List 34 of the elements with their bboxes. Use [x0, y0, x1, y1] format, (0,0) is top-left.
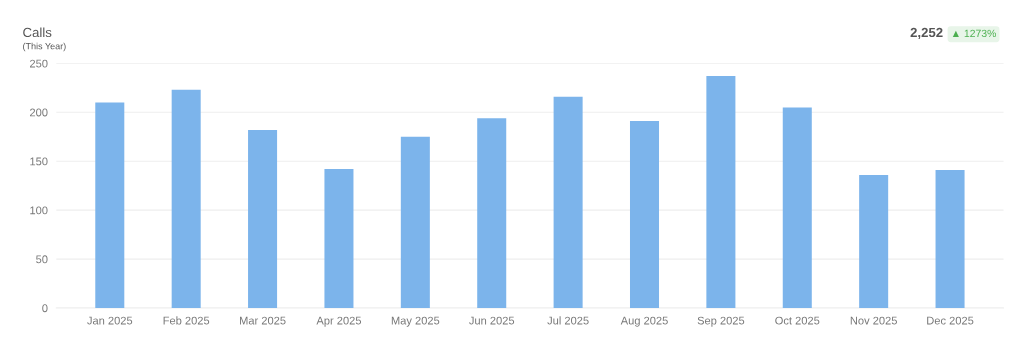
y-tick-label: 200 — [30, 108, 48, 117]
text: 2,252 — [910, 27, 943, 39]
y-tick-label: 150 — [30, 157, 48, 166]
x-tick-label: Oct 2025 — [775, 316, 820, 325]
y-tick-label: 250 — [30, 59, 48, 68]
text: ▲ 1273% — [952, 29, 996, 38]
bar — [553, 96, 583, 308]
x-tick-label: Jun 2025 — [469, 316, 515, 325]
bar — [477, 118, 507, 308]
chart-title: Calls — [23, 27, 52, 38]
x-tick-label: Apr 2025 — [316, 316, 362, 327]
x-tick-label: Sep 2025 — [697, 316, 745, 327]
bar — [629, 121, 660, 308]
bar — [935, 170, 965, 308]
bar — [324, 169, 354, 308]
y-tick-label: 0 — [42, 304, 48, 313]
x-tick-label: Dec 2025 — [927, 316, 974, 325]
bar — [706, 76, 736, 308]
bar — [248, 129, 278, 308]
x-tick-label: Jan 2025 — [87, 316, 133, 325]
x-tick-label: Jul 2025 — [547, 316, 589, 325]
x-tick-label: Aug 2025 — [620, 316, 668, 327]
x-tick-label: Mar 2025 — [240, 316, 286, 325]
y-tick-label: 50 — [36, 255, 48, 264]
chart-subtitle: (This Year) — [23, 42, 66, 52]
bar — [400, 136, 430, 308]
x-tick-label: Feb 2025 — [163, 316, 210, 325]
bar — [95, 102, 125, 308]
bar — [782, 107, 812, 308]
y-tick-label: 100 — [30, 206, 48, 215]
x-tick-label: Nov 2025 — [850, 316, 897, 325]
x-tick-label: May 2025 — [391, 316, 440, 327]
bar — [171, 89, 201, 308]
bar — [859, 174, 889, 308]
